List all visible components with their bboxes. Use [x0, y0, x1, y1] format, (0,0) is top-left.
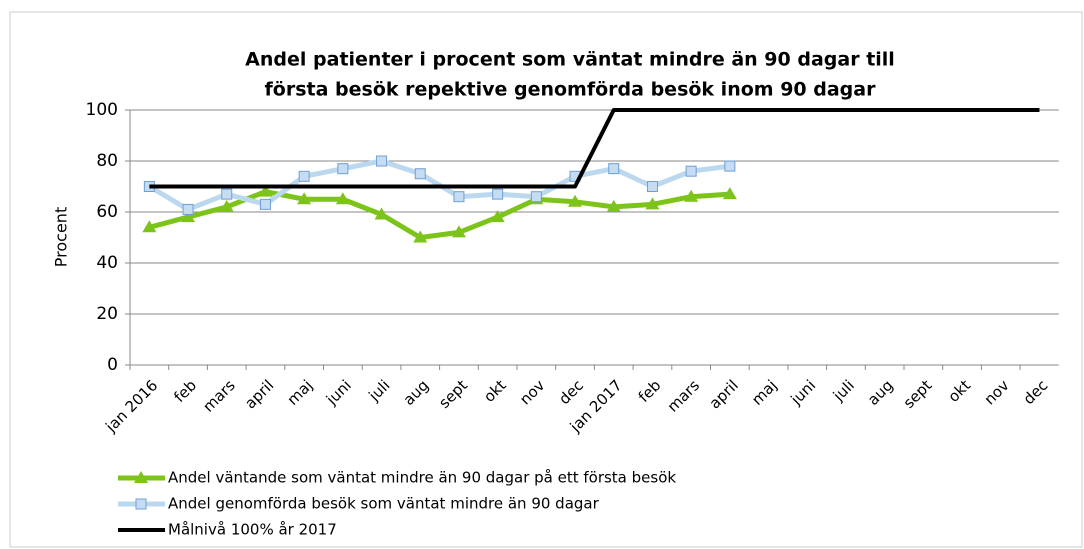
point [492, 188, 504, 200]
y-tick-label: 60 [96, 202, 118, 222]
y-axis-label: Procent [52, 207, 71, 267]
point [297, 192, 312, 205]
x-tick-label: jan 2016 [101, 376, 161, 436]
point [219, 199, 234, 212]
x-tick-label: nov [516, 376, 548, 408]
series-line [149, 108, 1040, 189]
point [142, 220, 157, 233]
legend-marker [134, 471, 148, 483]
point [298, 170, 310, 182]
point [258, 184, 273, 197]
x-tick-label: mars [664, 376, 704, 416]
chart-title: Andel patienter i procent som väntat min… [245, 49, 895, 71]
chart-title: första besök repektive genomförda besök … [265, 79, 877, 101]
x-tick-label: aug [864, 376, 897, 409]
point [490, 210, 505, 223]
x-tick-label: dec [1020, 376, 1052, 408]
x-tick-label: mars [199, 376, 239, 416]
x-tick-label: dec [555, 376, 587, 408]
point [685, 165, 697, 177]
point [374, 207, 389, 220]
point [376, 155, 388, 167]
x-tick-label: juni [786, 376, 819, 409]
x-tick-label: juni [322, 376, 355, 409]
legend-label: Andel genomförda besök som väntat mindre… [168, 495, 600, 513]
point [337, 163, 349, 175]
x-tick-label: okt [480, 376, 510, 406]
legend-label: Andel väntande som väntat mindre än 90 d… [168, 469, 676, 487]
point [335, 192, 350, 205]
legend-label: Målnivå 100% år 2017 [168, 521, 337, 539]
x-tick-label: juli [365, 376, 394, 405]
point [181, 210, 196, 223]
legend-marker [135, 498, 147, 510]
point [608, 163, 620, 175]
x-tick-label: sept [900, 376, 936, 412]
x-tick-label: feb [635, 376, 665, 406]
point [451, 225, 466, 238]
point [724, 160, 736, 172]
point [259, 198, 271, 210]
point [182, 203, 194, 215]
x-tick-label: sept [435, 376, 471, 412]
x-tick-label: maj [748, 376, 781, 409]
x-tick-label: okt [945, 376, 975, 406]
y-tick-label: 20 [96, 304, 118, 324]
point [722, 187, 737, 200]
x-tick-label: nov [981, 376, 1013, 408]
point [453, 191, 465, 203]
y-tick-label: 100 [86, 100, 118, 120]
x-tick-label: feb [170, 376, 200, 406]
x-tick-label: april [706, 376, 742, 412]
x-tick-label: maj [284, 376, 317, 409]
point [568, 194, 583, 207]
y-tick-label: 0 [107, 355, 118, 375]
point [645, 197, 660, 210]
point [413, 230, 428, 243]
y-tick-label: 40 [96, 253, 118, 273]
frame [9, 11, 1083, 548]
point [606, 199, 621, 212]
point [530, 191, 542, 203]
x-tick-label: juli [829, 376, 858, 405]
x-tick-label: april [241, 376, 277, 412]
point [221, 188, 233, 200]
point [684, 189, 699, 202]
point [414, 168, 426, 180]
y-tick-label: 80 [96, 151, 118, 171]
x-tick-label: aug [400, 376, 433, 409]
point [646, 181, 658, 192]
